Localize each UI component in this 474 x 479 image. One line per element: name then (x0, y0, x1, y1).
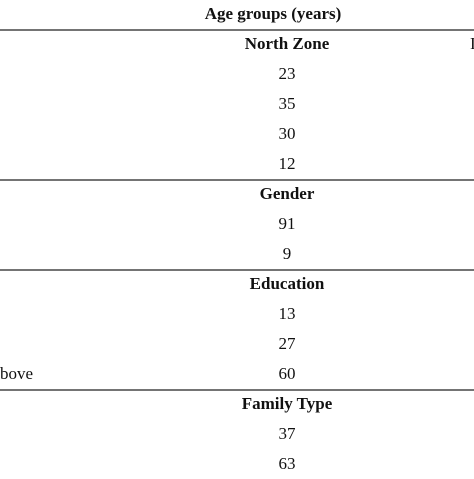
cell-value: 27 (279, 334, 297, 353)
section-title: Gender (260, 184, 315, 203)
cell-value: 9 (283, 244, 292, 263)
cell-value: 35 (279, 94, 296, 113)
section-title: Family Type (242, 394, 333, 413)
cell-value: 63 (279, 454, 296, 473)
row-label: bove (0, 364, 33, 383)
section-title: North Zone (245, 34, 330, 53)
cell-value: 30 (279, 124, 296, 143)
section-title: Education (250, 274, 325, 293)
cell-value: 37 (279, 424, 297, 443)
cell-value: 60 (279, 364, 296, 383)
cell-value: 13 (279, 304, 296, 323)
table-header: Age groups (years) (205, 4, 342, 23)
cell-value: 12 (279, 154, 296, 173)
edge-text: I (470, 34, 474, 53)
cell-value: 23 (279, 64, 296, 83)
cell-value: 91 (279, 214, 296, 233)
